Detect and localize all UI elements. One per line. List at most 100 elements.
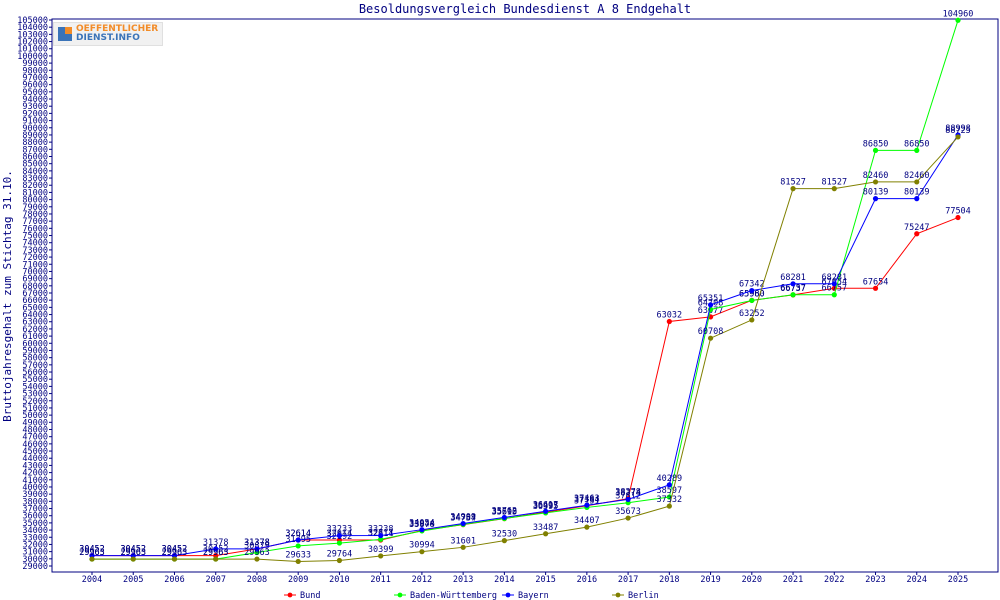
y-tick-label: 57000	[22, 361, 48, 371]
series-layer: 3045230452304523045231378326143261432614…	[79, 9, 974, 565]
data-point	[295, 558, 301, 565]
data-point	[460, 544, 466, 550]
x-tick-label: 2012	[412, 575, 432, 585]
data-point	[707, 335, 714, 341]
y-tick-label: 56000	[22, 368, 48, 378]
data-label: 104960	[943, 9, 974, 19]
legend-label: Bayern	[518, 591, 549, 600]
y-tick-label: 84000	[22, 167, 48, 177]
y-tick-label: 53000	[22, 390, 48, 400]
data-label: 30452	[162, 545, 188, 555]
data-label: 81527	[780, 178, 806, 188]
data-point	[666, 318, 672, 325]
chart-title: Besoldungsvergleich Bundesdienst A 8 End…	[359, 2, 691, 16]
data-label: 63252	[739, 309, 765, 319]
y-tick-label: 44000	[22, 454, 48, 464]
x-tick-label: 2022	[824, 575, 844, 585]
y-tick-label: 86000	[22, 153, 48, 163]
data-label: 33487	[533, 523, 559, 533]
data-label: 31601	[450, 536, 476, 546]
data-label: 35673	[615, 507, 641, 517]
y-tick-label: 97000	[22, 73, 48, 83]
data-label: 33878	[409, 520, 435, 530]
data-label: 32530	[492, 530, 518, 540]
data-point	[831, 292, 837, 298]
data-point	[213, 556, 219, 562]
y-tick-label: 73000	[22, 246, 48, 256]
data-label: 38378	[615, 488, 641, 498]
y-axis-label: Bruttojahresgehalt zum Stichtag 31.10.	[1, 170, 14, 422]
data-point	[254, 549, 260, 556]
data-label: 86850	[863, 139, 889, 149]
data-label: 34909	[450, 513, 476, 523]
y-tick-label: 49000	[22, 418, 48, 428]
y-tick-label: 80000	[22, 196, 48, 206]
y-tick-label: 76000	[22, 224, 48, 234]
series-line	[92, 20, 959, 560]
legend-swatch-marker	[397, 592, 403, 598]
x-tick-label: 2020	[742, 575, 762, 585]
data-label: 29963	[203, 548, 229, 558]
data-label: 34787	[450, 513, 476, 523]
series-2: 30452 30452 30452 31378 31378 32614 33233 33238…	[79, 124, 971, 559]
data-point	[914, 179, 920, 185]
x-tick-label: 2024	[907, 575, 927, 585]
data-point	[295, 537, 301, 543]
x-tick-label: 2011	[370, 575, 390, 585]
y-tick-label: 91000	[22, 117, 48, 127]
series-0: 3045230452304523045231378326143261432614…	[79, 207, 971, 559]
y-tick-label: 31000	[22, 548, 48, 558]
data-label: 67342	[739, 280, 765, 290]
data-label: 66757	[821, 284, 847, 294]
data-point	[872, 179, 879, 185]
data-point	[254, 546, 260, 552]
data-label: 30452	[162, 545, 188, 555]
series-1: 2996329963299632996330879317953219232711…	[79, 9, 974, 562]
data-point	[419, 549, 425, 555]
data-label: 63032	[657, 311, 683, 321]
data-point	[130, 556, 136, 562]
data-label: 31378	[244, 538, 270, 548]
y-tick-label: 93000	[22, 102, 48, 112]
y-tick-label: 33000	[22, 533, 48, 543]
data-label: 37151	[574, 496, 600, 506]
x-tick-label: 2019	[700, 575, 720, 585]
data-point	[213, 546, 219, 552]
data-label: 66737	[780, 284, 806, 294]
data-point	[914, 147, 920, 153]
y-tick-label: 96000	[22, 81, 48, 91]
data-label: 29963	[162, 548, 188, 558]
data-point	[625, 496, 631, 502]
data-label: 65351	[698, 294, 724, 304]
y-tick-label: 92000	[22, 109, 48, 119]
data-label: 30452	[120, 545, 146, 555]
data-point	[295, 543, 301, 549]
y-tick-label: 74000	[22, 239, 48, 249]
y-tick-label: 51000	[22, 404, 48, 414]
data-label: 80139	[863, 188, 889, 198]
y-tick-label: 61000	[22, 332, 48, 342]
y-tick-label: 99000	[22, 59, 48, 69]
data-label: 38597	[657, 486, 683, 496]
data-label: 34754	[450, 514, 476, 524]
y-tick-label: 47000	[22, 433, 48, 443]
data-point	[872, 147, 879, 153]
data-label: 33944	[409, 519, 435, 529]
series-3: 29963 29963 29963 29963 29963 29633 29764 30399…	[79, 126, 971, 565]
data-point	[914, 196, 920, 202]
y-tick-label: 68000	[22, 282, 48, 292]
data-label: 30994	[409, 541, 435, 551]
data-label: 30399	[368, 545, 394, 555]
y-tick-label: 83000	[22, 174, 48, 184]
data-label: 34054	[409, 519, 435, 529]
y-tick-label: 43000	[22, 461, 48, 471]
data-point	[378, 553, 384, 559]
data-point	[955, 214, 961, 221]
y-tick-label: 66000	[22, 296, 48, 306]
data-label: 80139	[904, 188, 930, 198]
data-label: 40289	[657, 474, 683, 484]
data-label: 36395	[533, 502, 559, 512]
x-axis-ticks: 2004 2005 2006 2007 2008 2009 2010 2011 2012 2013…	[82, 572, 968, 585]
y-tick-label: 37000	[22, 505, 48, 515]
